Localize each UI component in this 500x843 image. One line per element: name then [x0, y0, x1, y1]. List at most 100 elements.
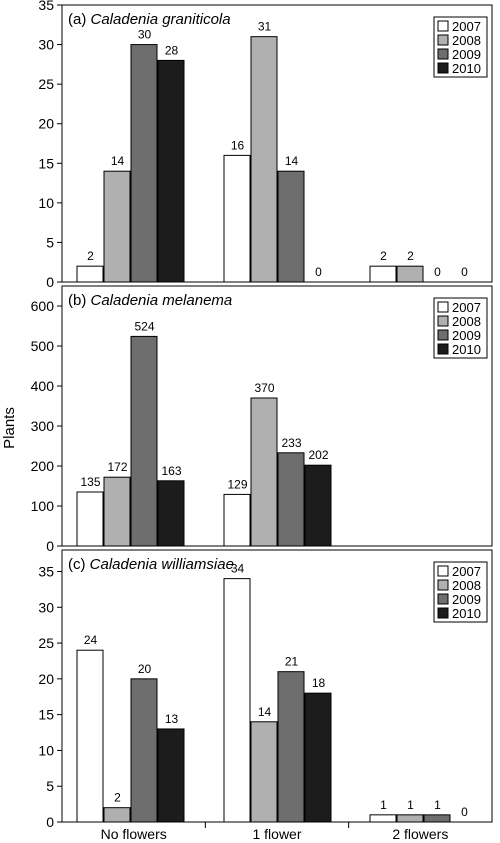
y-tick-label: 10 — [38, 195, 54, 211]
bar-value-label: 1 — [434, 798, 441, 812]
bar-2008-1 — [103, 807, 131, 823]
legend-label-2010: 2010 — [452, 61, 481, 76]
panel-species: Caladenia williamsiae — [90, 556, 234, 573]
y-tick-label: 15 — [38, 155, 54, 171]
legend-swatch-2009 — [437, 48, 449, 60]
panel-title: (b) Caladenia melanema — [68, 292, 232, 309]
bar-2007-2 — [223, 578, 251, 823]
bar-2008-1 — [103, 170, 131, 283]
bar-2008-1 — [103, 476, 131, 547]
bar-value-label: 13 — [165, 712, 179, 726]
legend-swatch-2007 — [437, 301, 449, 313]
bar-2009-1 — [130, 335, 158, 547]
legend-label-2007: 2007 — [452, 19, 481, 34]
legend-swatch-2009 — [437, 593, 449, 605]
bar-value-label: 28 — [165, 43, 179, 57]
bar-value-label: 0 — [315, 265, 322, 279]
y-tick-label: 30 — [38, 599, 54, 615]
y-tick-label: 35 — [38, 563, 54, 579]
legend-swatch-2007 — [437, 565, 449, 577]
bar-2007-2 — [223, 493, 251, 547]
legend-swatch-2008 — [437, 34, 449, 46]
y-tick-label: 0 — [46, 274, 54, 290]
bar-2007-2 — [223, 154, 251, 283]
legend-label-2007: 2007 — [452, 300, 481, 315]
legend-label-2010: 2010 — [452, 606, 481, 621]
bar-2009-1 — [130, 44, 158, 283]
bar-value-label: 2 — [407, 249, 414, 263]
bar-value-label: 1 — [407, 798, 414, 812]
bar-value-label: 129 — [227, 477, 247, 491]
legend-swatch-2007 — [437, 20, 449, 32]
bar-value-label: 0 — [461, 805, 468, 819]
y-tick-label: 100 — [31, 498, 55, 514]
y-tick-label: 600 — [31, 298, 55, 314]
bar-2008-2 — [250, 397, 278, 547]
y-tick-label: 0 — [46, 538, 54, 554]
panel-letter: (c) — [68, 556, 90, 573]
bar-2009-2 — [277, 170, 305, 283]
y-tick-label: 5 — [46, 778, 54, 794]
bar-value-label: 0 — [461, 265, 468, 279]
bar-2009-3 — [423, 814, 451, 823]
bar-2008-2 — [250, 721, 278, 823]
bar-2010-2 — [304, 692, 332, 823]
y-tick-label: 200 — [31, 458, 55, 474]
legend-label-2008: 2008 — [452, 578, 481, 593]
panel-letter: (b) — [68, 292, 91, 309]
bar-2009-2 — [277, 452, 305, 547]
bar-value-label: 20 — [138, 662, 152, 676]
bar-2007-1 — [76, 265, 104, 283]
bar-value-label: 0 — [434, 265, 441, 279]
y-tick-label: 25 — [38, 635, 54, 651]
bar-2010-1 — [157, 480, 185, 547]
bar-value-label: 16 — [231, 138, 245, 152]
panel-title: (a) Caladenia graniticola — [68, 11, 231, 28]
panel-species: Caladenia melanema — [91, 292, 233, 309]
y-axis-label: Plants — [1, 407, 18, 449]
x-tick-label: 2 flowers — [392, 826, 448, 842]
bar-value-label: 24 — [84, 633, 98, 647]
bar-value-label: 233 — [281, 436, 301, 450]
y-tick-label: 300 — [31, 418, 55, 434]
y-tick-label: 20 — [38, 671, 54, 687]
bar-2010-2 — [304, 464, 332, 547]
y-tick-label: 0 — [46, 814, 54, 830]
legend-label-2009: 2009 — [452, 328, 481, 343]
bar-value-label: 34 — [231, 562, 245, 576]
bar-2008-3 — [396, 265, 424, 283]
bar-2007-3 — [369, 265, 397, 283]
x-tick-label: No flowers — [101, 826, 167, 842]
x-tick-label: 1 flower — [252, 826, 301, 842]
legend-label-2008: 2008 — [452, 33, 481, 48]
legend-swatch-2010 — [437, 62, 449, 74]
bar-value-label: 202 — [308, 448, 328, 462]
y-tick-label: 5 — [46, 234, 54, 250]
bar-2010-1 — [157, 59, 185, 283]
bar-value-label: 524 — [134, 319, 154, 333]
legend-label-2008: 2008 — [452, 314, 481, 329]
panel-title: (c) Caladenia williamsiae — [68, 556, 234, 573]
y-tick-label: 15 — [38, 707, 54, 723]
panel-species: Caladenia graniticola — [91, 11, 231, 28]
y-tick-label: 20 — [38, 116, 54, 132]
y-tick-label: 25 — [38, 76, 54, 92]
bar-value-label: 2 — [114, 791, 121, 805]
bar-2010-1 — [157, 728, 185, 823]
bar-value-label: 30 — [138, 28, 152, 42]
bar-value-label: 31 — [258, 20, 272, 34]
bar-value-label: 2 — [87, 249, 94, 263]
x-axis: No flowers 1 flower 2 flowers — [101, 822, 448, 842]
y-tick-label: 400 — [31, 378, 55, 394]
bar-value-label: 14 — [258, 705, 272, 719]
bar-2008-2 — [250, 36, 278, 283]
panel-letter: (a) — [68, 11, 91, 28]
bar-value-label: 370 — [254, 381, 274, 395]
legend-label-2007: 2007 — [452, 564, 481, 579]
bar-value-label: 14 — [285, 154, 299, 168]
bar-2009-1 — [130, 678, 158, 823]
